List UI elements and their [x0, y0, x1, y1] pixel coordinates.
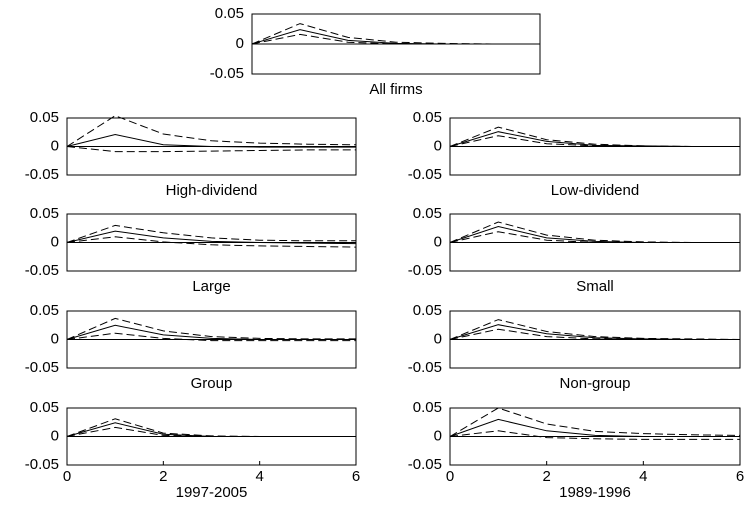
- subplot-2: 0.05 0 -0.05 High-dividend: [25, 109, 357, 199]
- lower-band-line: [66, 146, 356, 153]
- y-tick-label: 0: [434, 233, 442, 250]
- y-tick-label: 0.05: [30, 109, 59, 126]
- subplot-5: 0.05 0 -0.05 Small: [408, 205, 741, 295]
- lower-band-line: [449, 430, 740, 440]
- lower-band-line: [449, 328, 740, 340]
- subplot-1: 0.05 0 -0.05 All firms: [210, 5, 541, 98]
- y-tick-label: 0.05: [30, 205, 59, 222]
- upper-band-line: [449, 221, 740, 243]
- subplot-3: 0.05 0 -0.05 Low-dividend: [408, 109, 741, 199]
- lower-band-line: [66, 426, 356, 437]
- x-tick-label: 2: [542, 468, 550, 485]
- upper-band-line: [449, 126, 740, 147]
- x-tick-label: 2: [159, 468, 167, 485]
- y-tick-label: -0.05: [408, 166, 442, 183]
- y-tick-label: 0: [51, 137, 59, 154]
- y-tick-label: -0.05: [25, 456, 59, 473]
- panel-caption: 1997-2005: [176, 484, 248, 501]
- estimate-line: [66, 324, 356, 340]
- panel-caption: Low-dividend: [551, 182, 639, 199]
- subplot-7: 0.05 0 -0.05 Non-group: [408, 302, 741, 392]
- upper-band-line: [449, 319, 741, 340]
- y-tick-label: 0.05: [30, 302, 59, 319]
- y-tick-label: 0: [51, 427, 59, 444]
- lower-band-line: [449, 231, 740, 243]
- x-tick-label: 4: [255, 468, 263, 485]
- upper-band-line: [66, 115, 357, 147]
- panel-caption: Non-group: [560, 375, 631, 392]
- y-tick-label: 0.05: [215, 5, 244, 22]
- subplot-4: 0.05 0 -0.05 Large: [25, 205, 357, 295]
- lower-band-line: [449, 135, 740, 147]
- x-tick-label: 0: [63, 468, 71, 485]
- y-tick-label: 0: [51, 233, 59, 250]
- panel-caption: High-dividend: [166, 182, 258, 199]
- subplot-6: 0.05 0 -0.05 Group: [25, 302, 357, 392]
- estimate-line: [66, 230, 357, 245]
- y-tick-label: 0: [434, 137, 442, 154]
- y-tick-label: 0: [434, 427, 442, 444]
- y-tick-label: 0.05: [413, 205, 442, 222]
- lower-band-line: [251, 33, 540, 45]
- y-tick-label: -0.05: [25, 262, 59, 279]
- y-tick-label: 0.05: [413, 302, 442, 319]
- lower-band-line: [66, 236, 357, 248]
- y-tick-label: 0: [51, 330, 59, 347]
- x-tick-label: 6: [736, 468, 744, 485]
- upper-band-line: [449, 407, 741, 437]
- y-tick-label: -0.05: [408, 262, 442, 279]
- panel-caption: Large: [192, 278, 230, 295]
- y-tick-label: -0.05: [408, 359, 442, 376]
- x-tick-label: 0: [446, 468, 454, 485]
- y-tick-label: 0: [434, 330, 442, 347]
- x-tick-label: 6: [352, 468, 360, 485]
- y-tick-label: 0: [236, 35, 244, 52]
- y-tick-label: 0.05: [30, 399, 59, 416]
- estimate-line: [66, 133, 356, 148]
- estimate-line: [449, 418, 740, 437]
- lower-band-line: [66, 332, 356, 342]
- upper-band-line: [66, 418, 356, 437]
- panel-caption: 1989-1996: [559, 484, 631, 501]
- upper-band-line: [251, 23, 540, 45]
- y-tick-label: -0.05: [25, 359, 59, 376]
- y-tick-label: 0.05: [413, 399, 442, 416]
- x-tick-label: 4: [639, 468, 647, 485]
- panel-caption: Small: [576, 278, 614, 295]
- y-tick-label: -0.05: [210, 65, 244, 82]
- estimate-line: [66, 422, 356, 437]
- estimate-line: [449, 324, 740, 340]
- y-tick-label: 0.05: [413, 109, 442, 126]
- panel-caption: Group: [191, 375, 233, 392]
- y-tick-label: -0.05: [408, 456, 442, 473]
- y-tick-label: -0.05: [25, 166, 59, 183]
- panel-caption: All firms: [369, 81, 422, 98]
- upper-band-line: [66, 317, 356, 340]
- upper-band-line: [66, 224, 356, 243]
